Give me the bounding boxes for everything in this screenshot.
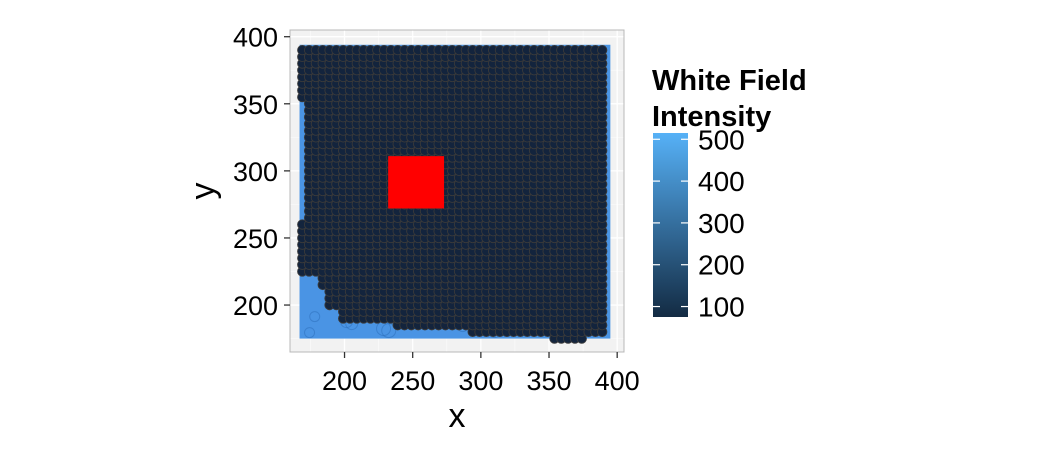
highlight-region (388, 156, 445, 209)
x-axis-title: x (449, 397, 466, 435)
legend-title-line-2: Intensity (652, 101, 771, 133)
legend-ticks: 500 400 300 200 100 (653, 124, 745, 323)
legend-title-line-1: White Field (652, 65, 807, 97)
legend-label: 100 (698, 292, 745, 323)
image-cell-texture (381, 323, 397, 339)
legend-label: 400 (698, 166, 745, 197)
legend-label: 300 (698, 208, 745, 239)
x-tick-label: 200 (322, 366, 367, 396)
y-axis: 200 250 300 350 400 (233, 23, 290, 321)
x-tick-label: 400 (595, 366, 640, 396)
image-cell-texture (309, 311, 321, 323)
legend-label: 500 (698, 124, 745, 155)
data-point (597, 44, 608, 56)
plot-border (289, 29, 625, 353)
y-tick-label: 350 (233, 90, 278, 120)
y-tick-label: 400 (233, 23, 278, 53)
y-tick-label: 250 (233, 224, 278, 254)
y-tick-label: 300 (233, 157, 278, 187)
legend-colorbar (653, 133, 688, 317)
highlight-rect (388, 156, 445, 209)
x-tick-label: 350 (526, 366, 571, 396)
x-tick-label: 250 (390, 366, 435, 396)
legend-label: 200 (698, 250, 745, 281)
x-axis: 200 250 300 350 400 (322, 352, 640, 396)
y-tick-label: 200 (233, 291, 278, 321)
x-tick-label: 300 (458, 366, 503, 396)
data-points (297, 44, 608, 344)
legend: White Field Intensity 500 400 300 200 100 (652, 65, 807, 323)
image-cell-texture (304, 327, 316, 339)
y-axis-title: y (184, 183, 222, 200)
